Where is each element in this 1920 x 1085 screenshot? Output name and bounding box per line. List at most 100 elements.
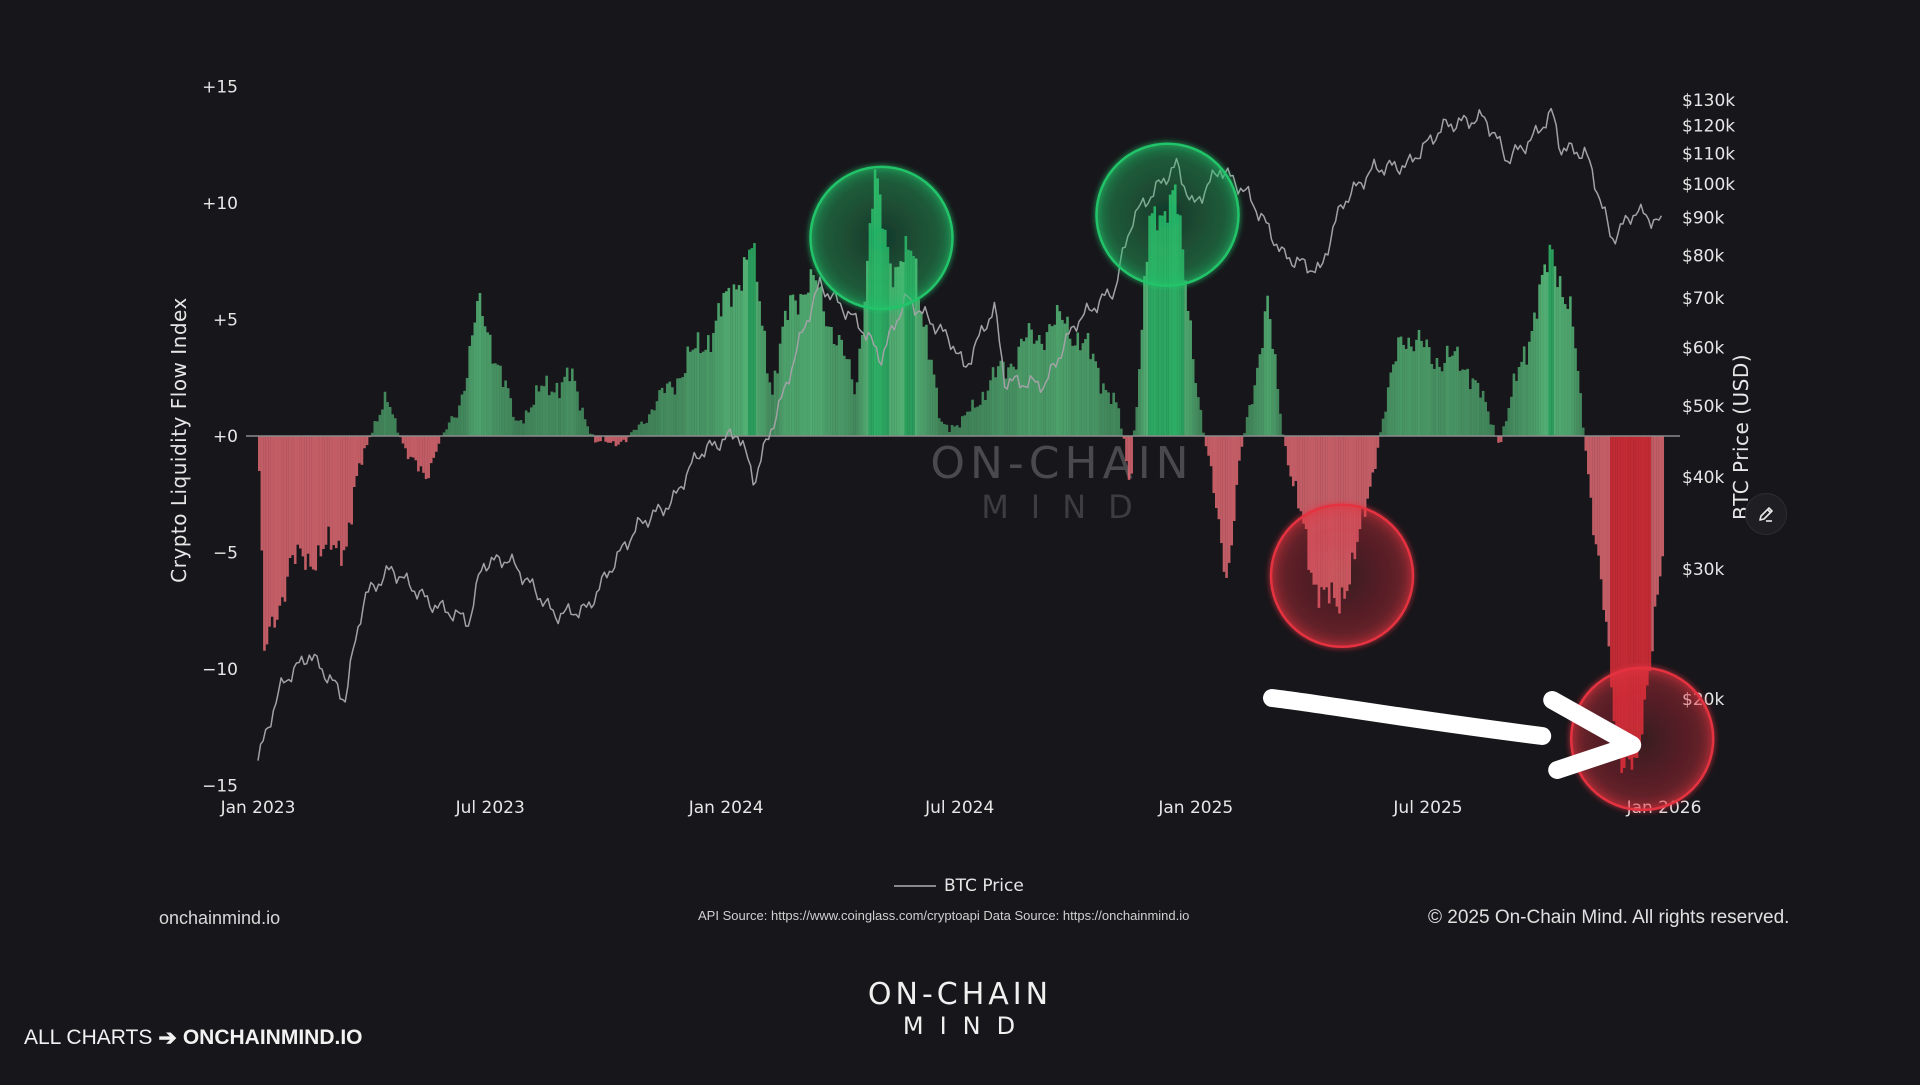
flow-index-bar: [932, 374, 936, 436]
flow-index-bar: [1250, 404, 1254, 436]
flow-index-bar: [1209, 436, 1213, 467]
left-tick-label: −15: [202, 777, 238, 797]
all-charts-link[interactable]: ALL CHARTS ➔ ONCHAINMIND.IO: [24, 1025, 363, 1051]
flow-index-bar: [814, 280, 818, 436]
flow-index-bar: [1661, 436, 1665, 557]
flow-index-bar: [943, 424, 946, 436]
legend-label-btc-price: BTC Price: [944, 876, 1024, 896]
flow-index-bar: [1191, 359, 1195, 436]
flow-index-bar: [314, 436, 318, 571]
flow-index-bar: [563, 376, 566, 436]
flow-index-bar: [1371, 436, 1375, 473]
flow-index-bar: [845, 359, 849, 436]
flow-index-bar: [465, 377, 469, 436]
flow-index-bar: [909, 250, 913, 436]
flow-index-bar: [860, 334, 864, 436]
flow-index-bar: [953, 426, 956, 436]
flow-index-bar: [1235, 436, 1239, 485]
flow-index-bar: [1155, 230, 1159, 436]
flow-index-bar: [1358, 436, 1362, 530]
left-tick-label: +10: [202, 194, 238, 214]
flow-index-bar: [565, 367, 569, 436]
flow-index-bar: [1302, 436, 1305, 524]
flow-index-bar: [748, 249, 751, 436]
flow-index-bar: [991, 367, 995, 436]
flow-index-bar: [755, 281, 759, 436]
flow-index-bar: [714, 320, 718, 436]
flow-index-bar: [1438, 366, 1441, 436]
flow-index-bar: [822, 311, 826, 436]
flow-index-bar: [1089, 359, 1092, 436]
flow-index-bar: [807, 292, 810, 436]
right-tick-label: $120k: [1682, 117, 1735, 137]
flow-index-bar: [853, 394, 856, 436]
flow-index-bar: [753, 243, 756, 436]
flow-index-bar: [850, 379, 854, 436]
watermark-line1: ON-CHAIN: [930, 438, 1193, 489]
flow-index-bar: [278, 436, 282, 606]
flow-index-bar: [1353, 436, 1357, 560]
flow-index-bar: [293, 436, 297, 564]
flow-index-bar: [1009, 363, 1013, 436]
flow-index-bar: [1448, 357, 1452, 436]
flow-index-bar: [450, 416, 454, 436]
flow-index-bar: [899, 261, 903, 436]
flow-index-bar: [868, 223, 872, 436]
edit-button[interactable]: [1745, 493, 1787, 535]
flow-index-bar: [1125, 436, 1128, 462]
x-tick-label: Jan 2024: [688, 798, 764, 818]
flow-index-bar: [1427, 347, 1431, 436]
flow-index-bar: [642, 423, 646, 436]
flow-index-bar: [645, 422, 649, 436]
flow-index-bar: [760, 325, 764, 436]
flow-index-bar: [617, 436, 620, 445]
flow-index-bar: [1548, 244, 1552, 436]
flow-index-bar: [299, 436, 302, 549]
flow-index-bar: [1361, 436, 1364, 508]
flow-index-bar: [1463, 369, 1467, 436]
footer-site-link[interactable]: onchainmind.io: [159, 908, 281, 928]
flow-index-bar: [514, 420, 518, 436]
flow-index-bar: [1635, 436, 1639, 758]
flow-index-bar: [919, 312, 923, 436]
flow-index-bar: [324, 436, 328, 545]
flow-index-bar: [275, 436, 279, 620]
flow-index-bar: [529, 407, 533, 436]
flow-index-bar: [1102, 383, 1105, 436]
flow-index-bar: [1112, 392, 1115, 436]
flow-index-bar: [545, 375, 548, 436]
flow-index-bar: [1002, 361, 1005, 436]
flow-index-bar: [260, 436, 264, 551]
flow-index-bar: [1458, 370, 1462, 436]
flow-index-bar: [1410, 346, 1413, 436]
flow-index-bar: [370, 432, 374, 436]
flow-index-bar: [506, 388, 510, 436]
left-tick-label: −5: [213, 544, 238, 564]
flow-index-bar: [1525, 364, 1529, 436]
flow-index-bar: [573, 380, 577, 436]
flow-index-bar: [337, 436, 341, 541]
flow-index-bar: [650, 409, 654, 436]
flow-index-bar: [496, 364, 500, 436]
flow-index-bar: [701, 351, 705, 436]
flow-index-bar: [1363, 436, 1367, 517]
flow-index-bar: [707, 335, 710, 436]
flow-index-bar: [976, 406, 979, 436]
flow-index-bar: [1471, 378, 1475, 436]
flow-index-bar: [1563, 304, 1567, 436]
flow-index-bar: [1309, 436, 1313, 573]
flow-index-bar: [1397, 337, 1400, 436]
flow-index-bar: [1304, 436, 1308, 530]
flow-index-bar: [599, 436, 602, 442]
flow-index-bar: [783, 310, 787, 436]
flow-index-bar: [1497, 436, 1500, 443]
flow-index-bar: [429, 436, 433, 464]
cta-link[interactable]: ONCHAINMIND.IO: [182, 1026, 363, 1049]
flow-index-bar: [1291, 436, 1295, 487]
flow-index-bar: [1474, 380, 1477, 436]
x-tick-label: Jul 2024: [924, 798, 994, 818]
flow-index-bar: [376, 421, 379, 436]
flow-index-bar: [1179, 215, 1182, 436]
flow-index-bar: [1017, 346, 1021, 436]
flow-index-bar: [288, 436, 292, 558]
